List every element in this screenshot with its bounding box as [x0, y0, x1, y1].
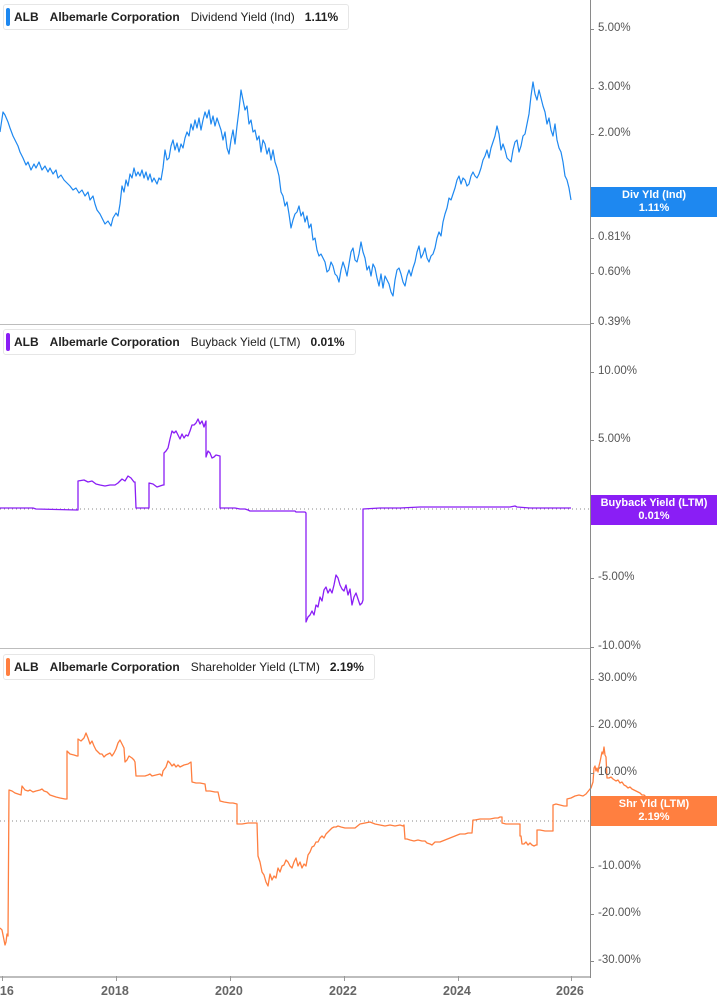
x-tick-label: 2016 [0, 984, 14, 998]
legend-ticker: ALB [14, 10, 39, 24]
series-color-swatch [6, 658, 10, 676]
y-tick-mark [591, 88, 594, 89]
y-tick-mark [591, 578, 594, 579]
legend-company: Albemarle Corporation [49, 10, 180, 24]
x-tick-label: 2020 [215, 984, 243, 998]
y-tick-mark [591, 273, 594, 274]
shareholder-yield-panel: ALB Albemarle Corporation Shareholder Yi… [0, 650, 717, 1005]
y-tick-mark [591, 961, 594, 962]
shareholder-yield-legend: ALB Albemarle Corporation Shareholder Yi… [3, 654, 375, 680]
legend-metric: Dividend Yield (Ind) [190, 10, 295, 24]
legend-value: 1.11% [304, 10, 339, 24]
flag-value: 0.01% [638, 510, 670, 522]
y-tick-label: 0.81% [598, 231, 631, 243]
buyback-yield-chart [0, 418, 590, 623]
y-tick-mark [591, 679, 594, 680]
y-tick-label: 5.00% [598, 433, 631, 445]
legend-metric: Shareholder Yield (LTM) [190, 660, 320, 674]
dividend-yield-value-flag: Div Yld (Ind) 1.11% [591, 187, 717, 217]
y-tick-label: 3.00% [598, 81, 631, 93]
panel-baseline [0, 324, 590, 325]
legend-value: 0.01% [310, 335, 345, 349]
y-tick-mark [591, 238, 594, 239]
y-tick-label: 0.39% [598, 316, 631, 328]
y-tick-mark [591, 867, 594, 868]
shareholder-yield-value-flag: Shr Yld (LTM) 2.19% [591, 796, 717, 826]
legend-value: 2.19% [329, 660, 364, 674]
legend-ticker: ALB [14, 660, 39, 674]
y-tick-label: -30.00% [598, 954, 641, 966]
x-tick-label: 2022 [329, 984, 357, 998]
y-tick-mark [591, 323, 594, 324]
x-axis-line [0, 976, 590, 978]
y-axis-line [590, 325, 591, 650]
y-tick-label: -10.00% [598, 640, 641, 652]
y-axis-line [590, 650, 591, 978]
y-tick-label: 0.60% [598, 266, 631, 278]
y-tick-mark [591, 134, 594, 135]
y-tick-label: 2.00% [598, 127, 631, 139]
x-tick-mark [458, 976, 459, 981]
buyback-yield-line [0, 418, 571, 623]
legend-ticker: ALB [14, 335, 39, 349]
y-tick-label: -10.00% [598, 860, 641, 872]
y-tick-mark [591, 372, 594, 373]
dividend-yield-legend: ALB Albemarle Corporation Dividend Yield… [3, 4, 350, 30]
series-color-swatch [6, 8, 10, 26]
x-tick-mark [344, 976, 345, 981]
x-tick-mark [2, 976, 3, 981]
legend-metric: Buyback Yield (LTM) [190, 335, 301, 349]
y-tick-mark [591, 773, 594, 774]
flag-value: 2.19% [638, 811, 670, 823]
x-tick-mark [571, 976, 572, 981]
dividend-yield-panel: ALB Albemarle Corporation Dividend Yield… [0, 0, 717, 328]
x-tick-mark [230, 976, 231, 981]
y-tick-mark [591, 726, 594, 727]
flag-label: Div Yld (Ind) [622, 189, 686, 201]
dividend-yield-line [0, 81, 572, 297]
y-tick-mark [591, 440, 594, 441]
flag-label: Buyback Yield (LTM) [600, 497, 708, 509]
legend-company: Albemarle Corporation [49, 660, 180, 674]
y-tick-label: -20.00% [598, 907, 641, 919]
y-tick-mark [591, 647, 594, 648]
x-tick-label: 2026 [556, 984, 584, 998]
shareholder-yield-line [0, 732, 665, 946]
y-tick-label: 30.00% [598, 672, 638, 684]
y-tick-label: 5.00% [598, 22, 631, 34]
series-color-swatch [6, 333, 10, 351]
buyback-yield-value-flag: Buyback Yield (LTM) 0.01% [591, 495, 717, 525]
x-tick-label: 2024 [443, 984, 471, 998]
buyback-yield-panel: ALB Albemarle Corporation Buyback Yield … [0, 325, 717, 652]
y-tick-mark [591, 914, 594, 915]
flag-value: 1.11% [638, 202, 670, 214]
panel-baseline [0, 648, 590, 649]
dividend-yield-chart [0, 81, 572, 297]
y-tick-label: 20.00% [598, 719, 638, 731]
flag-label: Shr Yld (LTM) [618, 798, 690, 810]
buyback-yield-legend: ALB Albemarle Corporation Buyback Yield … [3, 329, 356, 355]
x-tick-label: 2018 [101, 984, 129, 998]
y-axis-line [590, 0, 591, 325]
legend-company: Albemarle Corporation [49, 335, 180, 349]
y-tick-label: -5.00% [598, 571, 635, 583]
x-tick-mark [116, 976, 117, 981]
y-tick-label: 10.00% [598, 365, 638, 377]
y-tick-label: 10.00% [598, 766, 638, 778]
y-tick-mark [591, 29, 594, 30]
